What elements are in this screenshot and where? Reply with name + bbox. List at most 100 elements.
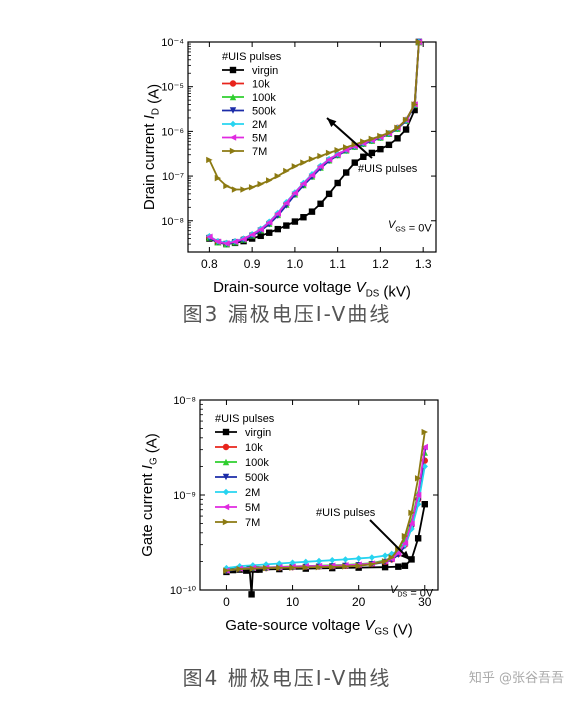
- legend-marker-100k: [229, 93, 237, 101]
- x-axis-title: Drain-source voltage VDS (kV): [213, 279, 411, 300]
- legend-label-virgin: virgin: [252, 65, 278, 77]
- x-tick-label: 1.3: [415, 257, 432, 271]
- data-point-7M: [291, 163, 299, 170]
- plot-frame: [187, 41, 437, 253]
- data-point-5M: [214, 238, 222, 245]
- data-point-5M: [274, 210, 281, 217]
- watermark: 知乎 @张谷吾吾: [468, 671, 564, 686]
- data-point-7M: [415, 38, 423, 46]
- data-point-7M: [381, 558, 389, 565]
- data-point-5M: [248, 231, 256, 238]
- data-point-7M: [342, 563, 349, 570]
- data-point-5M: [401, 540, 409, 547]
- data-point-7M: [223, 567, 230, 574]
- y-tick-label: 10⁻⁸: [161, 216, 184, 228]
- data-point-virgin: [377, 145, 384, 153]
- legend-marker-7M: [229, 147, 237, 155]
- data-point-7M: [421, 428, 428, 436]
- y-tick-label: 10⁻⁹: [173, 490, 196, 502]
- data-point-5M: [231, 238, 239, 245]
- annotation-arrowhead: [400, 550, 410, 560]
- legend-marker-5M: [229, 134, 237, 141]
- data-point-2M: [315, 557, 323, 565]
- data-point-virgin: [360, 153, 367, 160]
- legend-label-100k: 100k: [252, 92, 276, 104]
- data-point-virgin: [381, 563, 389, 571]
- data-point-7M: [240, 186, 247, 193]
- data-point-7M: [401, 532, 409, 540]
- data-point-virgin: [343, 169, 350, 176]
- data-point-virgin: [395, 563, 402, 570]
- x-tick-label: 1.1: [329, 257, 346, 271]
- drain-current-chart: 0.8 0.9 1.0 1.1 1.2 1.3 10⁻⁸ 10⁻⁷ 10⁻⁶ 10⁻⁵ 10⁻⁴ #U…: [141, 37, 437, 300]
- data-point-7M: [408, 509, 415, 516]
- legend-marker-virgin: [222, 428, 230, 436]
- legend-marker-2M: [222, 488, 230, 496]
- data-point-7M: [262, 564, 270, 572]
- annotation-arrow: [369, 519, 411, 561]
- data-point-7M: [308, 155, 316, 163]
- data-point-7M: [377, 132, 384, 140]
- data-point-5M: [283, 199, 290, 207]
- legend-label-500k: 500k: [245, 472, 269, 484]
- data-point-7M: [360, 138, 367, 145]
- data-point-virgin: [308, 208, 316, 215]
- legend-title: #UIS pulses: [222, 51, 282, 63]
- data-point-5M: [223, 240, 230, 247]
- x-tick-label: 0.8: [201, 257, 218, 271]
- y-tick-label: 10⁻⁸: [173, 395, 196, 407]
- legend-marker-7M: [222, 518, 230, 526]
- data-point-7M: [276, 564, 283, 572]
- data-point-7M: [302, 564, 309, 571]
- data-point-7M: [402, 116, 410, 124]
- y-tick-label: 10⁻⁶: [161, 126, 184, 138]
- data-point-virgin: [291, 218, 299, 225]
- data-point-virgin: [248, 591, 255, 598]
- data-point-5M: [343, 146, 350, 154]
- data-point-5M: [206, 233, 213, 240]
- data-point-7M: [317, 152, 324, 160]
- data-point-2M: [329, 556, 336, 564]
- data-point-5M: [317, 163, 324, 170]
- data-point-virgin: [256, 566, 263, 573]
- bias-condition-label: VGS = 0V: [388, 219, 432, 234]
- data-point-virgin: [414, 535, 422, 542]
- legend-label-7M: 7M: [245, 517, 260, 529]
- data-point-7M: [274, 172, 281, 180]
- x-axis-title: Gate-source voltage VGS (V): [225, 617, 413, 639]
- data-point-7M: [300, 159, 307, 166]
- data-point-7M: [334, 146, 341, 154]
- data-point-virgin: [411, 106, 418, 114]
- figure3-caption: 图3 漏极电压I-V曲线: [182, 302, 392, 326]
- legend-label-500k: 500k: [252, 106, 276, 118]
- data-point-virgin: [334, 179, 341, 187]
- y-tick-label: 10⁻⁴: [161, 37, 184, 49]
- x-tick-label: 0.9: [244, 257, 261, 271]
- legend-marker-10k: [229, 80, 237, 87]
- y-tick-label: 10⁻⁷: [162, 171, 184, 183]
- data-point-7M: [368, 560, 376, 568]
- data-point-virgin: [300, 214, 307, 221]
- data-point-virgin: [351, 159, 358, 166]
- legend-label-7M: 7M: [252, 146, 267, 158]
- data-point-2M: [368, 554, 376, 561]
- annotation-label: #UIS pulses: [358, 163, 418, 175]
- legend-label-2M: 2M: [245, 487, 260, 499]
- data-point-virgin: [401, 562, 409, 569]
- x-tick-label: 10: [286, 595, 300, 609]
- bias-condition-label: VDS = 0V: [390, 584, 434, 599]
- data-point-5M: [266, 219, 273, 226]
- x-tick-label: 0: [223, 595, 230, 609]
- legend-label-10k: 10k: [252, 79, 270, 91]
- data-point-7M: [206, 156, 213, 164]
- annotation-arrow: [326, 117, 373, 159]
- legend-marker-500k: [222, 473, 230, 481]
- data-point-7M: [289, 564, 296, 571]
- data-point-virgin: [266, 229, 273, 236]
- data-point-7M: [368, 135, 376, 143]
- data-point-5M: [421, 443, 428, 451]
- data-point-7M: [411, 101, 418, 108]
- data-point-5M: [414, 491, 422, 499]
- data-point-virgin: [257, 232, 264, 240]
- data-point-7M: [343, 144, 350, 151]
